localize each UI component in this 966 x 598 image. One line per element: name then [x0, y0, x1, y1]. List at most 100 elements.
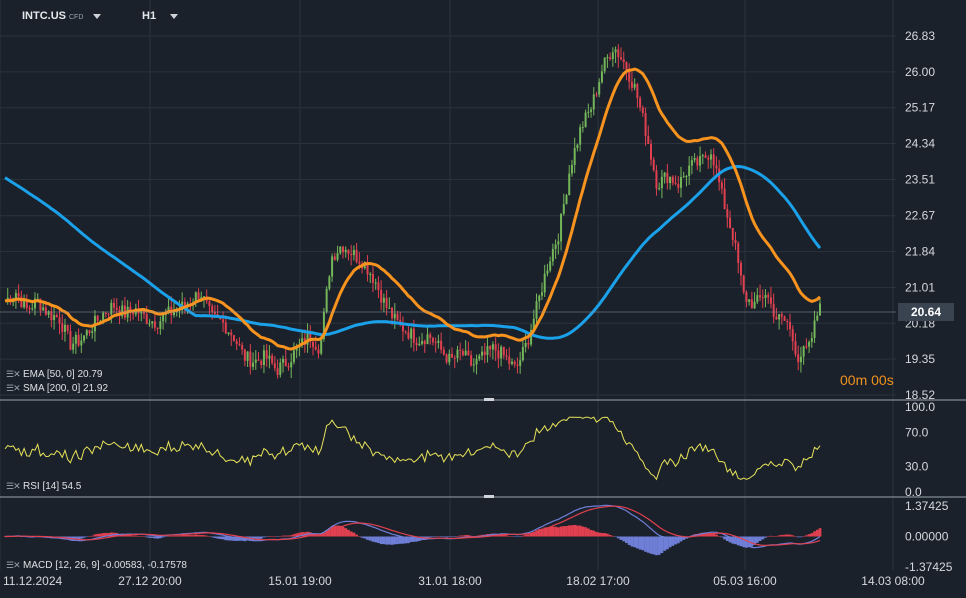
candle-body: [287, 366, 290, 368]
symbol-dropdown-icon[interactable]: [93, 14, 101, 19]
macd-legend[interactable]: ☰✕ MACD [12, 26, 9] -0.00583, -0.17578: [6, 560, 187, 571]
candle-body: [478, 355, 481, 360]
macd-histogram-bar: [357, 536, 361, 537]
candle-body: [148, 323, 151, 325]
macd-histogram-bar: [401, 536, 405, 544]
candle-body: [235, 341, 238, 344]
candle-body: [352, 249, 355, 256]
candle-body: [388, 307, 391, 309]
macd-histogram-bar: [355, 534, 359, 537]
candle-body: [813, 320, 816, 338]
macd-histogram-bar: [156, 536, 160, 539]
candle-body: [393, 313, 396, 319]
macd-histogram-bar: [657, 536, 661, 555]
ema-legend[interactable]: ☰✕ EMA [50, 0] 20.79: [6, 369, 103, 380]
candle-body: [440, 340, 443, 350]
macd-histogram-bar: [674, 536, 677, 545]
candle-body: [805, 346, 808, 348]
candle-body: [592, 94, 595, 110]
candle-body: [391, 307, 394, 319]
macd-histogram-bar: [398, 536, 402, 544]
indicator-settings-icon[interactable]: ☰✕: [6, 383, 21, 393]
macd-histogram-bar: [578, 525, 582, 537]
sma-legend[interactable]: ☰✕ SMA [200, 0] 21.92: [6, 383, 108, 394]
macd-histogram-bar: [180, 535, 184, 537]
candle-body: [568, 173, 571, 196]
candle-body: [295, 347, 298, 351]
macd-histogram-bar: [349, 531, 353, 537]
candle-body: [162, 314, 165, 322]
candle-body: [748, 299, 751, 302]
candle-body: [576, 144, 579, 148]
macd-histogram-bar: [453, 536, 457, 537]
macd-histogram-bar: [145, 536, 149, 538]
timeframe-dropdown-icon[interactable]: [170, 14, 178, 19]
macd-histogram-bar: [507, 536, 511, 537]
candle-body: [31, 308, 34, 310]
timeframe-selector[interactable]: H1: [142, 10, 156, 22]
indicator-settings-icon[interactable]: ☰✕: [6, 481, 21, 491]
macd-histogram-bar: [447, 536, 451, 538]
candle-body: [434, 342, 437, 344]
macd-histogram-bar: [745, 536, 748, 548]
macd-histogram-bar: [93, 534, 97, 537]
time-tick-label: 27.12 20:00: [118, 574, 182, 588]
candle-timer: 00m 00s: [840, 372, 894, 388]
macd-histogram-bar: [188, 535, 192, 537]
sma-line: [4, 164, 822, 340]
candle-body: [709, 154, 712, 160]
candle-body: [609, 57, 612, 59]
candle-body: [39, 298, 42, 311]
macd-histogram-bar: [439, 536, 443, 537]
macd-histogram-bar: [390, 536, 394, 545]
candle-body: [252, 362, 255, 367]
macd-histogram-bar: [216, 536, 220, 539]
macd-histogram-bar: [815, 529, 819, 537]
macd-histogram-bar: [428, 536, 432, 538]
pane-resize-handle[interactable]: [484, 398, 494, 401]
macd-histogram-bar: [450, 536, 454, 538]
candle-body: [442, 349, 445, 355]
candle-body: [254, 359, 257, 363]
candle-body: [159, 321, 162, 329]
indicator-settings-icon[interactable]: ☰✕: [6, 560, 21, 570]
candle-body: [50, 311, 53, 321]
macd-histogram-bar: [676, 536, 680, 544]
symbol-selector[interactable]: INTC.US CFD: [22, 10, 83, 22]
macd-histogram-bar: [565, 526, 568, 537]
candle-body: [729, 217, 732, 228]
indicator-settings-icon[interactable]: ☰✕: [6, 369, 21, 379]
candle-body: [565, 195, 568, 205]
macd-histogram-bar: [472, 536, 476, 537]
macd-histogram-bar: [382, 536, 386, 545]
candle-body: [421, 341, 424, 344]
macd-histogram-bar: [344, 528, 348, 537]
rsi-legend[interactable]: ☰✕ RSI [14] 54.5: [6, 481, 81, 492]
candle-body: [312, 341, 315, 347]
pane-resize-handle-2[interactable]: [484, 495, 494, 498]
macd-histogram-bar: [635, 536, 639, 549]
candle-body: [505, 355, 508, 357]
macd-histogram-bar: [477, 535, 481, 537]
macd-histogram-bar: [774, 536, 778, 537]
macd-label: MACD [12, 26, 9] -0.00583, -0.17578: [23, 560, 187, 571]
macd-histogram-bar: [540, 528, 544, 537]
macd-histogram-bar: [235, 536, 239, 541]
candle-body: [331, 256, 334, 277]
candle-body: [58, 317, 61, 324]
candle-body: [415, 342, 418, 346]
candle-body: [211, 306, 214, 312]
macd-histogram-bar: [567, 525, 571, 537]
candle-body: [767, 294, 770, 298]
macd-histogram-bar: [605, 533, 609, 537]
candle-body: [238, 343, 241, 345]
candle-body: [658, 188, 661, 190]
macd-histogram-bar: [148, 536, 151, 538]
time-tick-label: 31.01 18:00: [418, 574, 482, 588]
candle-body: [816, 315, 819, 321]
candle-body: [797, 354, 800, 363]
macd-histogram-bar: [246, 536, 249, 541]
candle-body: [371, 273, 374, 283]
macd-histogram-bar: [502, 534, 506, 537]
